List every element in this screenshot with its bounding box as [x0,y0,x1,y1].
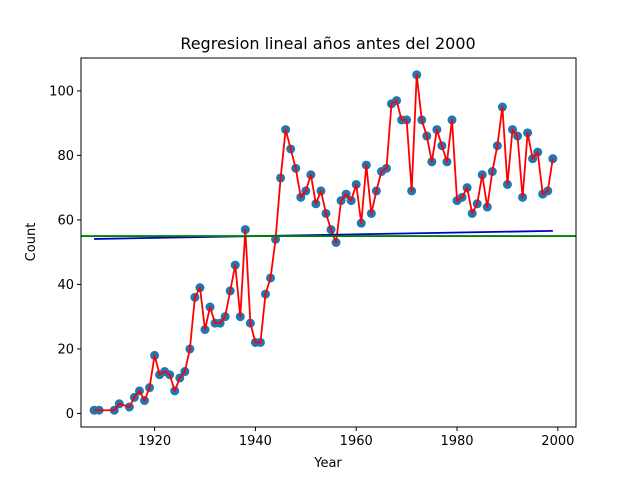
y-tick-label: 80 [57,149,74,164]
regression-line [94,229,553,240]
x-tick-label: 1980 [440,434,473,449]
x-tick-label: 1940 [239,434,272,449]
y-tick-label: 20 [57,342,74,357]
series-line [94,73,554,412]
y-tick-label: 100 [49,84,74,99]
y-tick-label: 0 [66,407,74,422]
x-tick-label: 1920 [138,434,171,449]
data-point [548,154,558,164]
y-axis-ticks: 0 20 40 60 80 100 [49,84,81,422]
plot-frame [80,57,577,428]
y-axis-label: Count [24,223,39,262]
x-axis-ticks: 1920 1940 1960 1980 2000 [138,427,574,449]
x-tick-label: 1960 [340,434,373,449]
y-tick-label: 40 [57,278,74,293]
plot-marks [81,70,576,415]
chart-title: Regresion lineal años antes del 2000 [180,34,475,53]
x-axis-label: Year [313,456,342,471]
y-tick-label: 60 [57,213,74,228]
x-tick-label: 2000 [541,434,574,449]
